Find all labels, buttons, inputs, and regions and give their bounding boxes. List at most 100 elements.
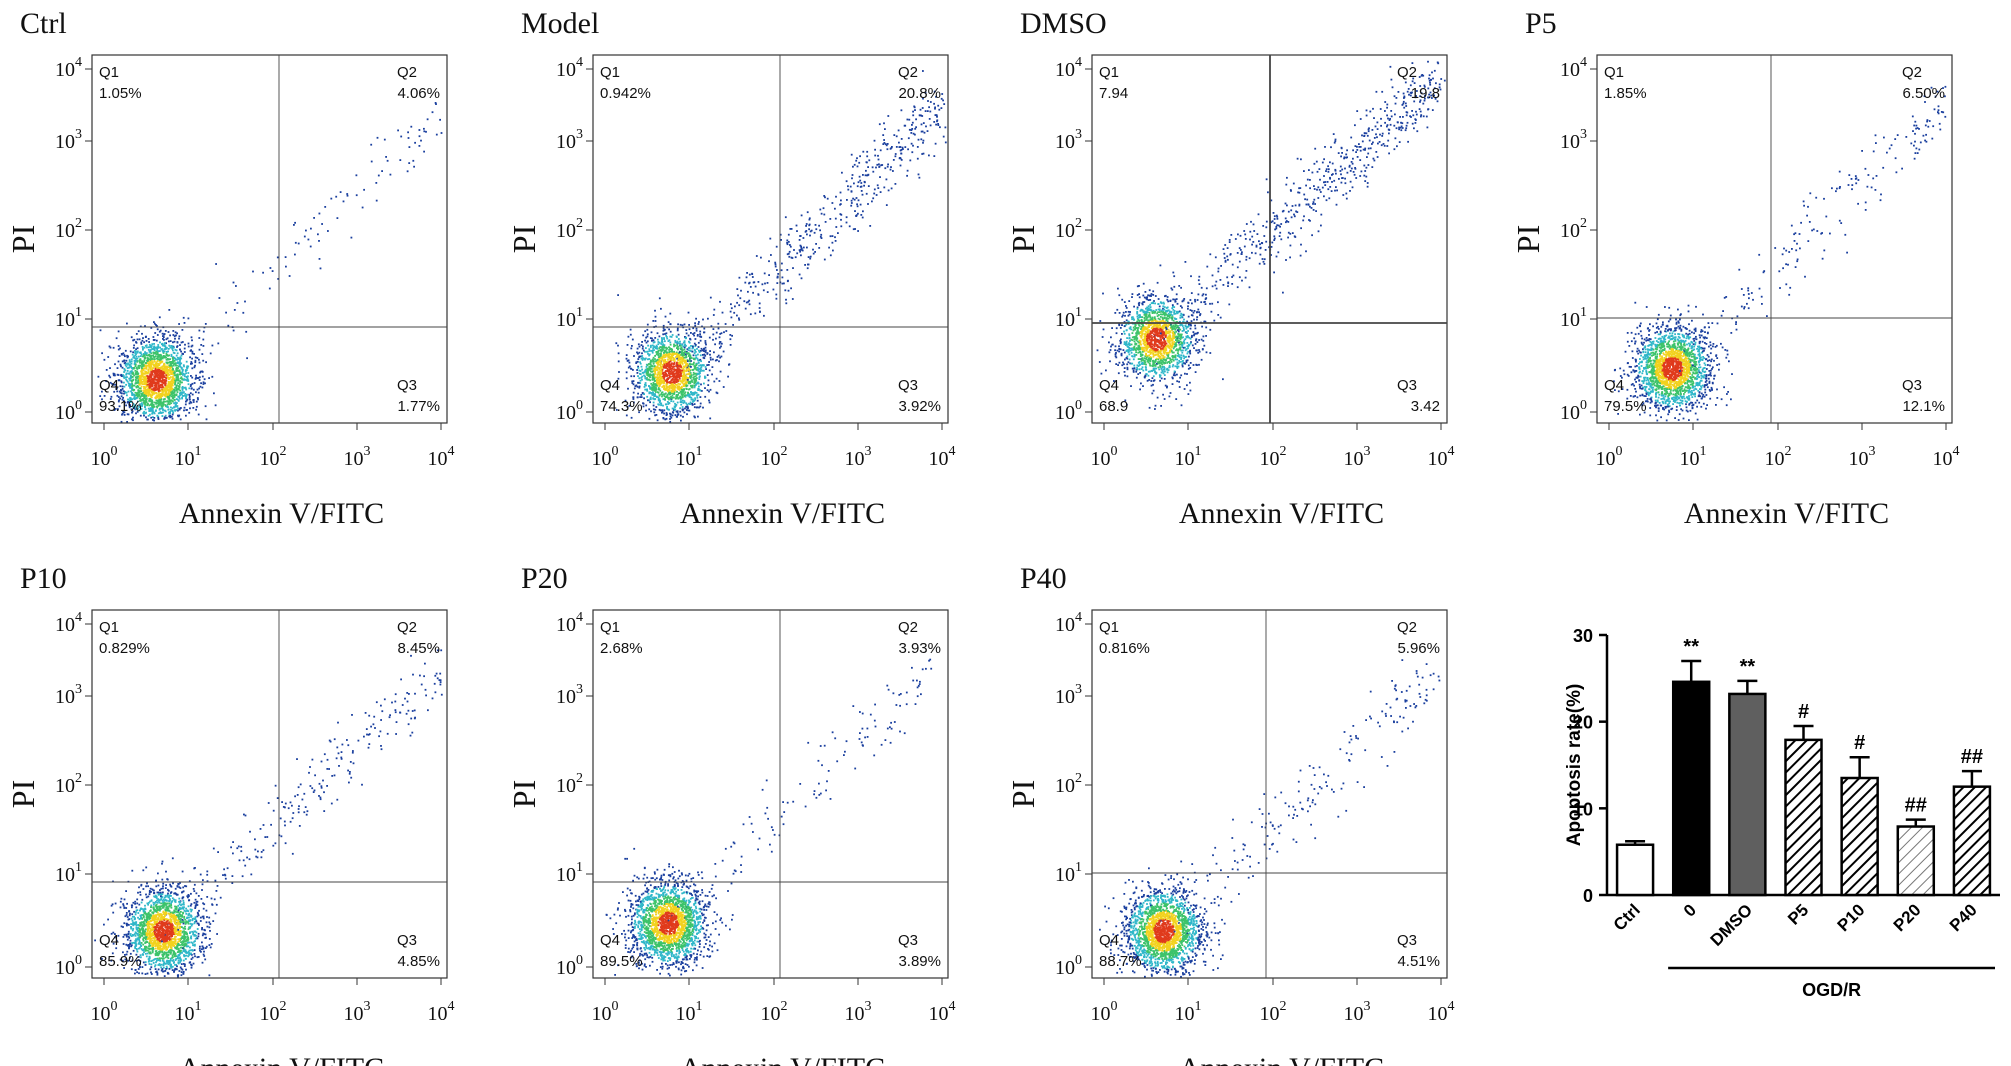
quadrant-q3-label: Q3 — [397, 377, 417, 394]
quadrant-q2-value: 5.96% — [1397, 640, 1440, 657]
x-tick-label: 101 — [1680, 444, 1707, 470]
flow-panel-ctrl: Ctrl Q1 1.05% Q2 4.06% Q3 1.77% Q4 93.1% 100 101 10… — [5, 7, 455, 530]
bar-p5 — [1784, 738, 1823, 897]
x-tick-label: 102 — [761, 444, 788, 470]
y-axis-label: PI — [506, 225, 542, 253]
x-tick-label: 100 — [1596, 444, 1623, 470]
quadrant-q4-value: 79.5% — [1604, 398, 1647, 415]
quadrant-q3-value: 3.89% — [898, 953, 941, 970]
x-axis-label: Annexin V/FITC — [1179, 1052, 1384, 1066]
plot-frame — [592, 609, 949, 979]
y-tick-label: 102 — [1560, 216, 1587, 242]
quadrant-q4-value: 74.3% — [600, 398, 643, 415]
plot-frame — [592, 54, 949, 424]
quadrant-q3-value: 4.85% — [397, 953, 440, 970]
y-tick-label: 102 — [1055, 216, 1082, 242]
y-tick-label: 103 — [1055, 127, 1082, 153]
bar-ctrl — [1615, 843, 1655, 897]
quadrant-q4-value: 93.1% — [99, 398, 142, 415]
bar-category-label: P10 — [1834, 900, 1869, 935]
flow-dot-cloud — [97, 102, 443, 423]
y-tick-label: 103 — [1055, 682, 1082, 708]
y-tick-label: 101 — [556, 305, 583, 331]
x-axis-label: Annexin V/FITC — [179, 497, 384, 530]
y-tick-label: 104 — [55, 55, 82, 81]
quadrant-q4-label: Q4 — [1099, 377, 1119, 394]
bar-y-tick-label: 30 — [1573, 626, 1593, 646]
x-tick-label: 104 — [428, 444, 455, 470]
quadrant-q2-label: Q2 — [898, 64, 918, 81]
x-axis-label: Annexin V/FITC — [680, 497, 885, 530]
quadrant-q2-label: Q2 — [397, 619, 417, 636]
quadrant-q4-label: Q4 — [600, 377, 620, 394]
quadrant-q3-value: 3.42 — [1411, 398, 1440, 415]
y-tick-label: 103 — [55, 682, 82, 708]
significance-marker: ** — [1683, 636, 1699, 658]
flow-dot-cloud — [608, 70, 947, 423]
y-tick-label: 101 — [1055, 305, 1082, 331]
quadrant-q2-value: 19.8 — [1411, 85, 1440, 102]
x-tick-label: 104 — [428, 999, 455, 1025]
quadrant-q3-label: Q3 — [898, 932, 918, 949]
significance-marker: # — [1854, 732, 1865, 754]
x-tick-label: 104 — [1428, 444, 1455, 470]
quadrant-q1-value: 1.05% — [99, 85, 142, 102]
plot-frame — [91, 54, 448, 424]
x-tick-label: 101 — [175, 444, 202, 470]
y-axis-label: PI — [1510, 225, 1546, 253]
flow-panel-p20: P20 Q1 2.68% Q2 3.93% Q3 3.89% Q4 89.5% 100 101 102… — [506, 562, 956, 1066]
bar-category-label: Ctrl — [1610, 900, 1644, 934]
y-tick-label: 101 — [1560, 305, 1587, 331]
y-tick-label: 104 — [1055, 55, 1082, 81]
y-tick-label: 103 — [55, 127, 82, 153]
bar-y-axis-label: Apoptosis rate(%) — [1564, 684, 1585, 847]
x-tick-label: 104 — [929, 444, 956, 470]
flow-dot-cloud — [605, 658, 933, 977]
quadrant-q3-label: Q3 — [1902, 377, 1922, 394]
quadrant-q2-value: 4.06% — [397, 85, 440, 102]
bar-category-label: P5 — [1784, 900, 1812, 928]
x-axis-label: Annexin V/FITC — [680, 1052, 885, 1066]
quadrant-q2-value: 20.8% — [898, 85, 941, 102]
quadrant-q2-label: Q2 — [1397, 64, 1417, 81]
bar-category-label: DMSO — [1707, 900, 1756, 949]
panel-title: P40 — [1020, 562, 1067, 595]
x-tick-label: 100 — [91, 999, 118, 1025]
y-tick-label: 100 — [1055, 398, 1082, 424]
y-tick-label: 100 — [1055, 953, 1082, 979]
quadrant-q1-label: Q1 — [600, 619, 620, 636]
x-tick-label: 103 — [1344, 999, 1371, 1025]
quadrant-q3-value: 3.92% — [898, 398, 941, 415]
bar-category-label: 0 — [1680, 900, 1700, 920]
quadrant-q1-value: 0.829% — [99, 640, 150, 657]
y-tick-label: 104 — [556, 55, 583, 81]
plot-frame — [91, 609, 448, 979]
x-tick-label: 101 — [676, 444, 703, 470]
panel-title: P5 — [1525, 7, 1557, 40]
y-tick-label: 102 — [55, 771, 82, 797]
quadrant-q3-value: 4.51% — [1397, 953, 1440, 970]
x-tick-label: 102 — [1260, 999, 1287, 1025]
y-tick-label: 102 — [1055, 771, 1082, 797]
plot-frame — [1596, 54, 1953, 424]
quadrant-q2-value: 3.93% — [898, 640, 941, 657]
quadrant-q3-label: Q3 — [1397, 377, 1417, 394]
quadrant-q2-label: Q2 — [1397, 619, 1417, 636]
quadrant-q4-value: 89.5% — [600, 953, 643, 970]
flow-dot-cloud — [1613, 85, 1947, 422]
x-tick-label: 103 — [344, 444, 371, 470]
bar-0 — [1671, 680, 1711, 897]
flow-dot-cloud — [1099, 659, 1441, 978]
group-label: OGD/R — [1802, 980, 1861, 1000]
flow-dot-cloud — [94, 649, 443, 978]
y-tick-label: 101 — [1055, 860, 1082, 886]
quadrant-q2-value: 6.50% — [1902, 85, 1945, 102]
x-tick-label: 101 — [1175, 444, 1202, 470]
quadrant-q1-label: Q1 — [1099, 619, 1119, 636]
y-axis-label: PI — [1005, 225, 1041, 253]
y-tick-label: 100 — [55, 953, 82, 979]
x-tick-label: 102 — [761, 999, 788, 1025]
y-tick-label: 102 — [55, 216, 82, 242]
x-tick-label: 100 — [592, 444, 619, 470]
